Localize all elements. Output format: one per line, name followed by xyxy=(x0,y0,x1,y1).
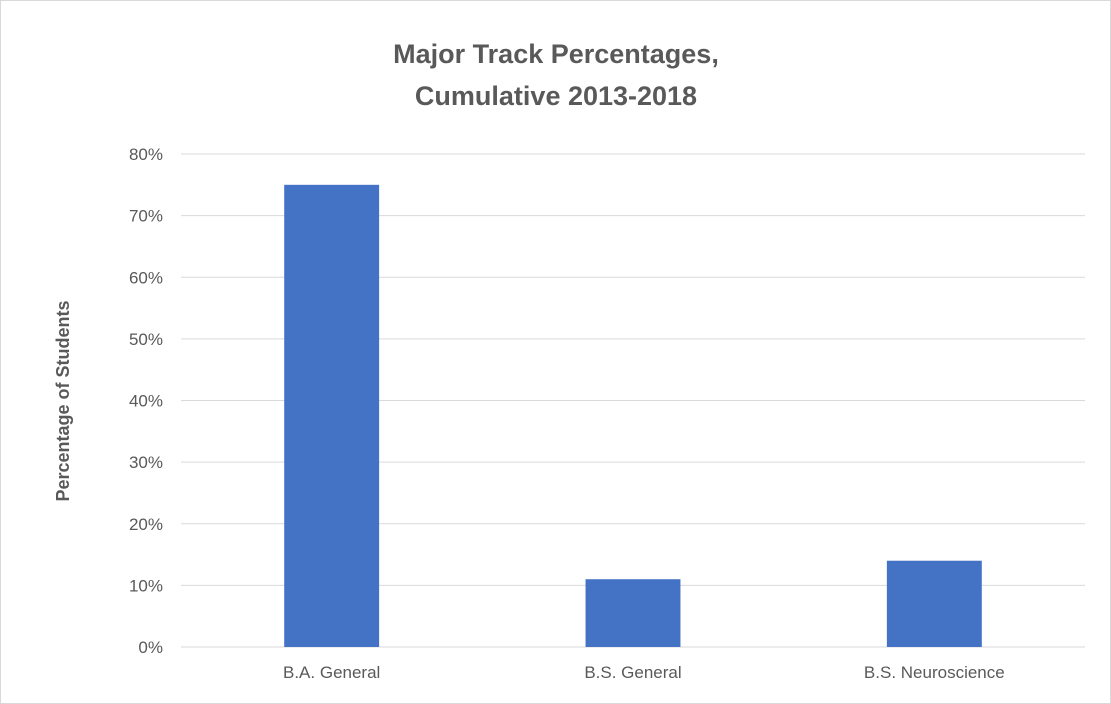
y-tick-label: 20% xyxy=(129,515,163,534)
y-tick-label: 40% xyxy=(129,392,163,411)
x-axis-ticks: B.A. General B.S. General B.S. Neuroscienc… xyxy=(283,663,1005,682)
x-tick-label: B.S. Neuroscience xyxy=(864,663,1005,682)
bar xyxy=(585,579,681,647)
y-tick-label: 10% xyxy=(129,576,163,595)
y-tick-label: 0% xyxy=(138,638,163,657)
y-tick-label: 50% xyxy=(129,330,163,349)
x-tick-label: B.A. General xyxy=(283,663,380,682)
bars xyxy=(284,184,982,647)
bar xyxy=(284,184,380,647)
y-tick-label: 70% xyxy=(129,207,163,226)
bar xyxy=(886,560,982,647)
chart-title-line-2: Cumulative 2013-2018 xyxy=(415,81,697,111)
y-axis-ticks: 0% 10% 20% 30% 40% 50% 60% 70% 80% xyxy=(129,145,163,657)
y-axis-title: Percentage of Students xyxy=(53,300,73,501)
y-tick-label: 80% xyxy=(129,145,163,164)
chart-title-line-1: Major Track Percentages, xyxy=(393,39,719,69)
y-tick-label: 30% xyxy=(129,453,163,472)
y-tick-label: 60% xyxy=(129,268,163,287)
x-tick-label: B.S. General xyxy=(584,663,681,682)
